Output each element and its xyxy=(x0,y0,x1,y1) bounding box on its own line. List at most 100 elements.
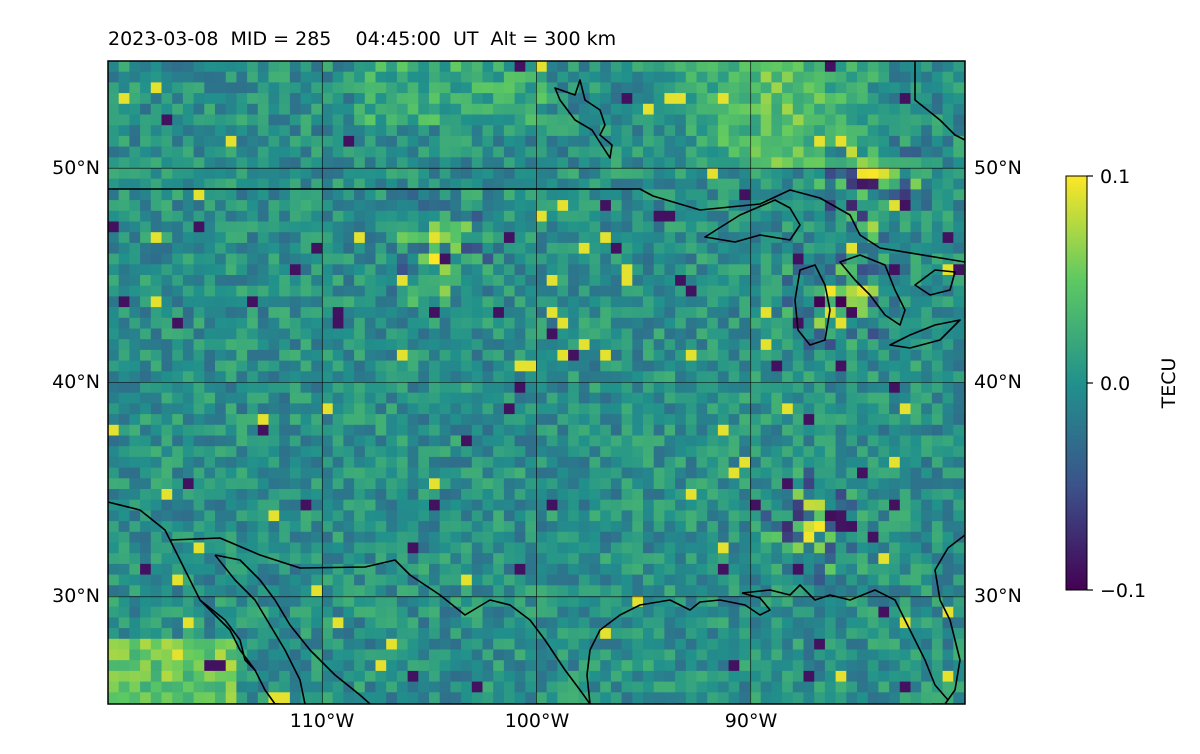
raster-cell xyxy=(889,617,901,629)
raster-cell xyxy=(429,93,441,105)
raster-cell xyxy=(354,414,366,426)
raster-cell xyxy=(215,692,227,704)
raster-cell xyxy=(889,264,901,276)
raster-cell xyxy=(589,189,601,201)
raster-cell xyxy=(568,467,580,479)
raster-cell xyxy=(322,146,334,158)
raster-cell xyxy=(493,382,505,394)
raster-cell xyxy=(610,692,622,704)
raster-cell xyxy=(760,328,772,340)
raster-cell xyxy=(386,349,398,361)
raster-cell xyxy=(621,307,633,319)
raster-cell xyxy=(514,414,526,426)
raster-cell xyxy=(803,296,815,308)
raster-cell xyxy=(386,264,398,276)
raster-cell xyxy=(279,638,291,650)
raster-cell xyxy=(108,542,120,554)
raster-cell xyxy=(525,264,537,276)
raster-cell xyxy=(364,253,376,265)
raster-cell xyxy=(118,446,130,458)
raster-cell xyxy=(503,670,515,682)
raster-cell xyxy=(921,93,933,105)
raster-cell xyxy=(503,253,515,265)
raster-cell xyxy=(675,103,687,115)
raster-cell xyxy=(386,61,398,73)
raster-cell xyxy=(685,660,697,672)
raster-cell xyxy=(289,189,301,201)
raster-cell xyxy=(236,670,248,682)
raster-cell xyxy=(931,467,943,479)
labrador-coast xyxy=(914,61,965,141)
raster-cell xyxy=(653,264,665,276)
raster-cell xyxy=(750,456,762,468)
raster-cell xyxy=(108,521,120,533)
raster-cell xyxy=(204,489,216,501)
raster-cell xyxy=(386,307,398,319)
raster-cell xyxy=(236,210,248,222)
raster-cell xyxy=(108,264,120,276)
raster-cell xyxy=(354,392,366,404)
raster-cell xyxy=(108,307,120,319)
raster-cell xyxy=(193,478,205,490)
raster-cell xyxy=(803,360,815,372)
raster-cell xyxy=(728,553,740,565)
raster-cell xyxy=(300,446,312,458)
raster-cell xyxy=(610,242,622,254)
raster-cell xyxy=(760,574,772,586)
raster-cell xyxy=(279,232,291,244)
raster-cell xyxy=(343,585,355,597)
raster-cell xyxy=(332,103,344,115)
raster-cell xyxy=(621,424,633,436)
raster-cell xyxy=(322,510,334,522)
raster-cell xyxy=(118,681,130,693)
raster-cell xyxy=(493,61,505,73)
raster-cell xyxy=(150,317,162,329)
raster-cell xyxy=(953,681,965,693)
raster-cell xyxy=(140,253,152,265)
raster-cell xyxy=(311,563,323,575)
raster-cell xyxy=(279,93,291,105)
raster-cell xyxy=(857,253,869,265)
raster-cell xyxy=(760,103,772,115)
raster-cell xyxy=(771,681,783,693)
raster-cell xyxy=(503,649,515,661)
raster-cell xyxy=(835,189,847,201)
raster-cell xyxy=(750,82,762,94)
raster-cell xyxy=(910,403,922,415)
raster-cell xyxy=(824,424,836,436)
raster-cell xyxy=(739,456,751,468)
raster-cell xyxy=(707,168,719,180)
raster-cell xyxy=(589,403,601,415)
raster-cell xyxy=(525,221,537,233)
raster-cell xyxy=(182,114,194,126)
raster-cell xyxy=(878,103,890,115)
raster-cell xyxy=(257,521,269,533)
raster-cell xyxy=(835,253,847,265)
raster-cell xyxy=(696,467,708,479)
raster-cell xyxy=(835,660,847,672)
raster-cell xyxy=(867,178,879,190)
raster-cell xyxy=(643,232,655,244)
raster-cell xyxy=(215,414,227,426)
raster-cell xyxy=(279,542,291,554)
raster-cell xyxy=(525,510,537,522)
raster-cell xyxy=(675,221,687,233)
raster-cell xyxy=(824,392,836,404)
raster-cell xyxy=(782,692,794,704)
raster-cell xyxy=(118,414,130,426)
raster-cell xyxy=(461,382,473,394)
raster-cell xyxy=(418,264,430,276)
raster-cell xyxy=(364,71,376,83)
raster-cell xyxy=(760,499,772,511)
raster-cell xyxy=(824,649,836,661)
raster-cell xyxy=(610,649,622,661)
raster-cell xyxy=(685,253,697,265)
raster-cell xyxy=(728,232,740,244)
raster-cell xyxy=(493,414,505,426)
raster-cell xyxy=(332,285,344,297)
raster-cell xyxy=(493,93,505,105)
raster-cell xyxy=(889,178,901,190)
raster-cell xyxy=(375,553,387,565)
raster-cell xyxy=(204,617,216,629)
raster-cell xyxy=(140,296,152,308)
